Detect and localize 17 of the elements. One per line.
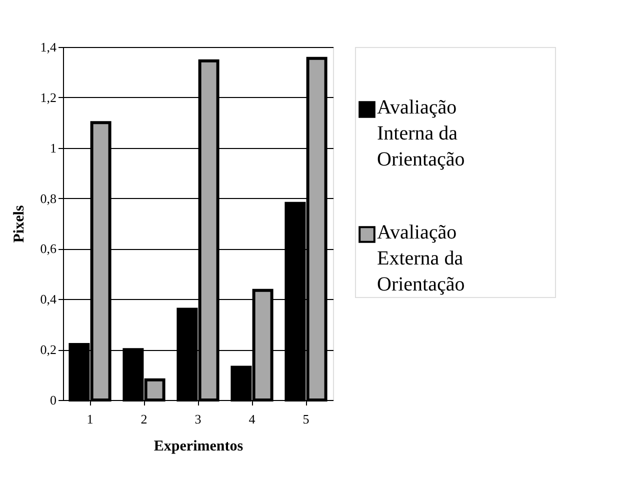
x-tick-label: 4 [248, 412, 256, 426]
y-tick-label: 1,4 [40, 40, 57, 54]
y-tick-label: 0 [50, 392, 56, 408]
y-tick-label: 0,2 [40, 342, 56, 358]
y-tick-label: 0,4 [40, 292, 57, 307]
x-tick-label: 5 [302, 412, 310, 426]
x-tick-label: 3 [194, 412, 202, 426]
legend-label: Avaliação Interna da Orientação [377, 96, 465, 170]
y-tick-label: 1 [50, 140, 56, 156]
x-axis-title: Experimentos [154, 438, 244, 454]
legend-label: Avaliação Externa da Orientação [377, 222, 465, 296]
x-tick-label: 1 [86, 412, 94, 426]
y-tick-label: 0,8 [40, 190, 56, 206]
x-tick-label: 2 [140, 412, 148, 426]
y-tick-label: 1,2 [40, 90, 56, 105]
y-tick-label: 0,6 [40, 241, 57, 256]
y-axis-title: Pixels [11, 205, 28, 243]
